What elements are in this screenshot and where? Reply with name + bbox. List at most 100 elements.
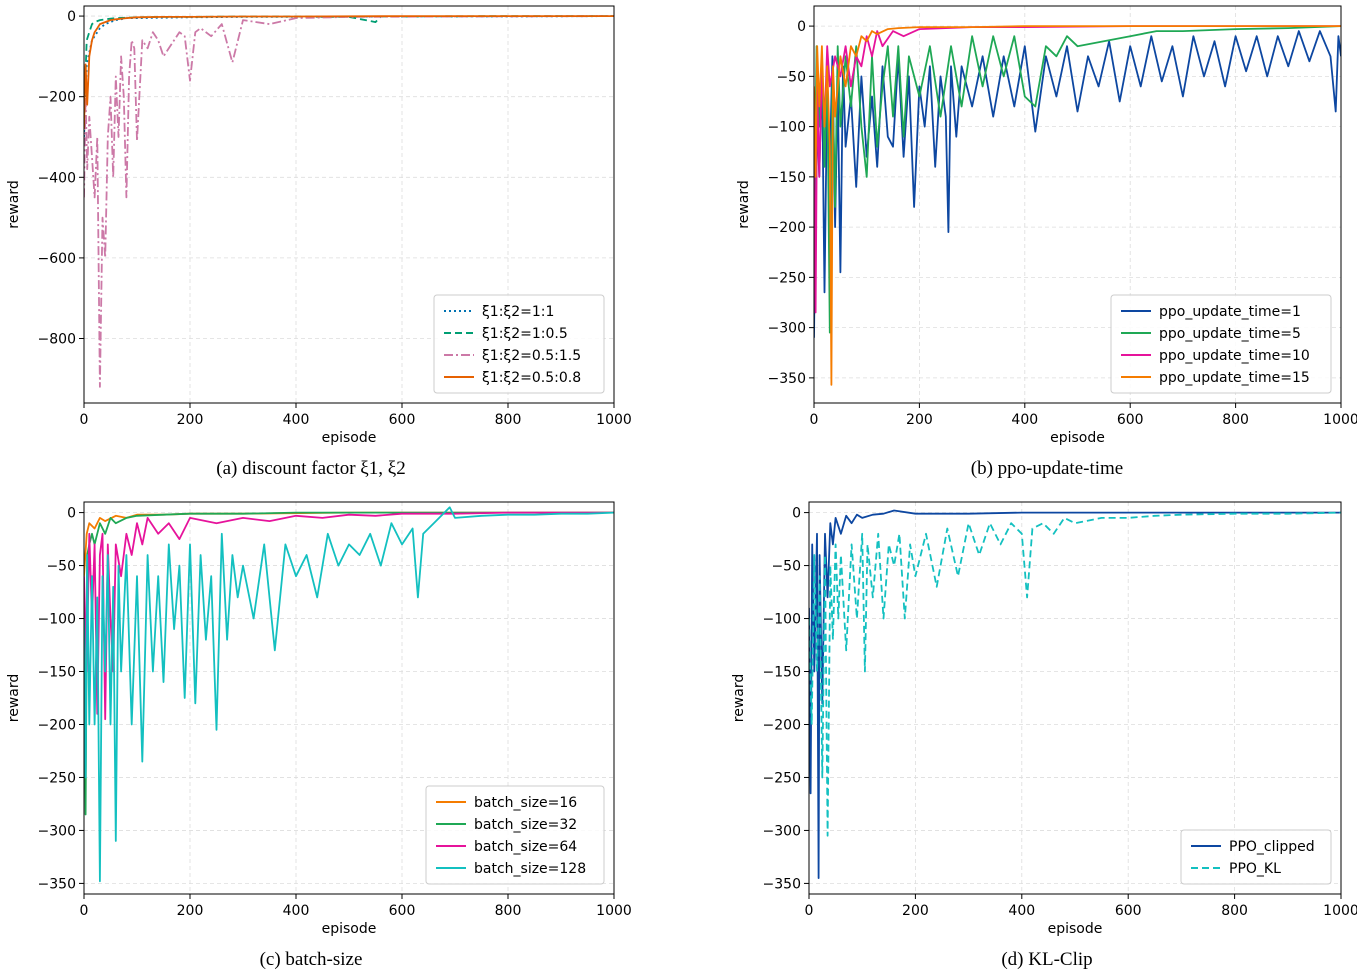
plot-frame bbox=[813, 5, 1342, 404]
series-group bbox=[809, 509, 1341, 879]
y-tick-label: −150 bbox=[38, 665, 76, 681]
x-tick-label: 1000 bbox=[1323, 903, 1357, 919]
y-axis-label: reward bbox=[731, 674, 747, 723]
legend-label: ξ1:ξ2=0.5:0.8 bbox=[482, 370, 581, 386]
legend-label: PPO_clipped bbox=[1229, 839, 1315, 855]
legend-label: ξ1:ξ2=1:1 bbox=[482, 304, 554, 320]
y-tick-label: −150 bbox=[768, 170, 806, 186]
x-tick-label: 0 bbox=[810, 412, 819, 428]
y-tick-label: −200 bbox=[38, 717, 76, 733]
y-tick-label: −50 bbox=[46, 559, 76, 575]
chart-panel-3: 0 200 400 600 800 1000 0 −50 −100 −150 −200 −250 −30… bbox=[731, 501, 1357, 970]
x-tick-label: 800 bbox=[495, 412, 522, 428]
legend-label: batch_size=16 bbox=[474, 795, 577, 811]
legend-box bbox=[433, 294, 605, 394]
x-tick-label: 800 bbox=[1222, 412, 1249, 428]
legend-label: ppo_update_time=5 bbox=[1159, 326, 1301, 342]
y-tick-label: −350 bbox=[768, 371, 806, 387]
x-tick-label: 0 bbox=[80, 412, 89, 428]
chart-panel-0: 0 200 400 600 800 1000 0 −200 −400 −600 −800 episod… bbox=[6, 5, 632, 479]
y-tick-label: −300 bbox=[38, 823, 76, 839]
y-tick-label: −600 bbox=[38, 251, 76, 267]
x-tick-label: 400 bbox=[1008, 903, 1035, 919]
y-tick-label: −300 bbox=[763, 823, 801, 839]
legend-label: ξ1:ξ2=1:0.5 bbox=[482, 326, 568, 342]
series-line bbox=[809, 511, 1341, 837]
x-tick-label: 200 bbox=[902, 903, 929, 919]
x-axis-label: episode bbox=[1050, 430, 1105, 446]
series-group bbox=[814, 25, 1341, 386]
y-tick-label: 0 bbox=[67, 9, 76, 25]
plot-frame bbox=[83, 5, 615, 404]
x-tick-label: 400 bbox=[283, 412, 310, 428]
series-group bbox=[84, 506, 614, 883]
y-tick-label: −350 bbox=[38, 876, 76, 892]
y-tick-label: −200 bbox=[763, 717, 801, 733]
x-tick-label: 600 bbox=[1117, 412, 1144, 428]
y-tick-label: 0 bbox=[67, 506, 76, 522]
series-group bbox=[84, 15, 614, 388]
panel-caption: (c) batch-size bbox=[260, 949, 363, 970]
x-tick-label: 800 bbox=[495, 903, 522, 919]
x-tick-label: 600 bbox=[1115, 903, 1142, 919]
y-tick-label: −50 bbox=[771, 559, 801, 575]
legend-box bbox=[1180, 829, 1332, 885]
series-line bbox=[84, 15, 614, 388]
y-tick-label: 0 bbox=[792, 506, 801, 522]
series-line bbox=[814, 25, 1341, 314]
legend-label: batch_size=128 bbox=[474, 861, 586, 877]
y-axis-label: reward bbox=[6, 674, 22, 723]
panel-caption: (d) KL-Clip bbox=[1001, 949, 1092, 970]
y-tick-label: −100 bbox=[763, 612, 801, 628]
legend-label: batch_size=64 bbox=[474, 839, 577, 855]
x-axis-label: episode bbox=[322, 921, 377, 937]
panel-caption: (a) discount factor ξ1, ξ2 bbox=[216, 458, 405, 479]
series-line bbox=[814, 25, 1341, 334]
legend-label: ppo_update_time=10 bbox=[1159, 348, 1310, 364]
series-line bbox=[84, 511, 614, 721]
series-line bbox=[84, 506, 614, 883]
series-line bbox=[814, 25, 1341, 386]
series-line bbox=[84, 15, 614, 138]
y-tick-label: −250 bbox=[768, 270, 806, 286]
x-tick-label: 0 bbox=[805, 903, 814, 919]
y-tick-label: −50 bbox=[776, 69, 806, 85]
legend-label: PPO_KL bbox=[1229, 861, 1281, 877]
x-tick-label: 1000 bbox=[596, 903, 632, 919]
y-tick-label: 0 bbox=[797, 19, 806, 35]
y-tick-label: −250 bbox=[38, 770, 76, 786]
x-tick-label: 200 bbox=[906, 412, 933, 428]
series-line bbox=[84, 15, 614, 117]
y-tick-label: −800 bbox=[38, 332, 76, 348]
legend-box bbox=[1110, 294, 1332, 394]
y-tick-label: −150 bbox=[763, 665, 801, 681]
y-axis-label: reward bbox=[736, 180, 752, 229]
x-axis-label: episode bbox=[1048, 921, 1103, 937]
series-line bbox=[84, 15, 614, 129]
legend-label: ξ1:ξ2=0.5:1.5 bbox=[482, 348, 581, 364]
x-tick-label: 200 bbox=[177, 903, 204, 919]
y-tick-label: −200 bbox=[768, 220, 806, 236]
y-tick-label: −100 bbox=[768, 120, 806, 136]
legend-box bbox=[425, 785, 605, 885]
y-axis-label: reward bbox=[6, 180, 22, 229]
x-tick-label: 400 bbox=[283, 903, 310, 919]
x-tick-label: 0 bbox=[80, 903, 89, 919]
y-tick-label: −300 bbox=[768, 321, 806, 337]
legend-label: ppo_update_time=1 bbox=[1159, 304, 1301, 320]
plot-frame bbox=[808, 501, 1342, 895]
plot-frame bbox=[83, 501, 615, 895]
x-tick-label: 200 bbox=[177, 412, 204, 428]
y-tick-label: −250 bbox=[763, 770, 801, 786]
panel-caption: (b) ppo-update-time bbox=[971, 458, 1123, 479]
chart-panel-1: 0 200 400 600 800 1000 0 −50 −100 −150 −200 −250 −30… bbox=[736, 5, 1357, 479]
x-tick-label: 400 bbox=[1011, 412, 1038, 428]
x-tick-label: 600 bbox=[389, 412, 416, 428]
y-tick-label: −350 bbox=[763, 876, 801, 892]
legend-label: batch_size=32 bbox=[474, 817, 577, 833]
y-tick-label: −200 bbox=[38, 90, 76, 106]
chart-panel-2: 0 200 400 600 800 1000 0 −50 −100 −150 −200 −250 −30… bbox=[6, 501, 632, 970]
series-line bbox=[814, 30, 1341, 338]
series-line bbox=[809, 509, 1341, 879]
